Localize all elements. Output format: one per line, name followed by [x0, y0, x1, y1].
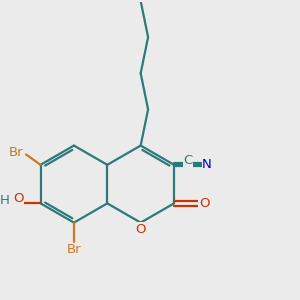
Text: O: O [13, 192, 24, 205]
Text: O: O [199, 197, 209, 210]
Text: O: O [135, 223, 146, 236]
Text: C: C [183, 154, 193, 167]
Text: N: N [202, 158, 212, 171]
Text: Br: Br [9, 146, 24, 159]
Text: Br: Br [67, 243, 81, 256]
Text: H: H [0, 194, 9, 208]
